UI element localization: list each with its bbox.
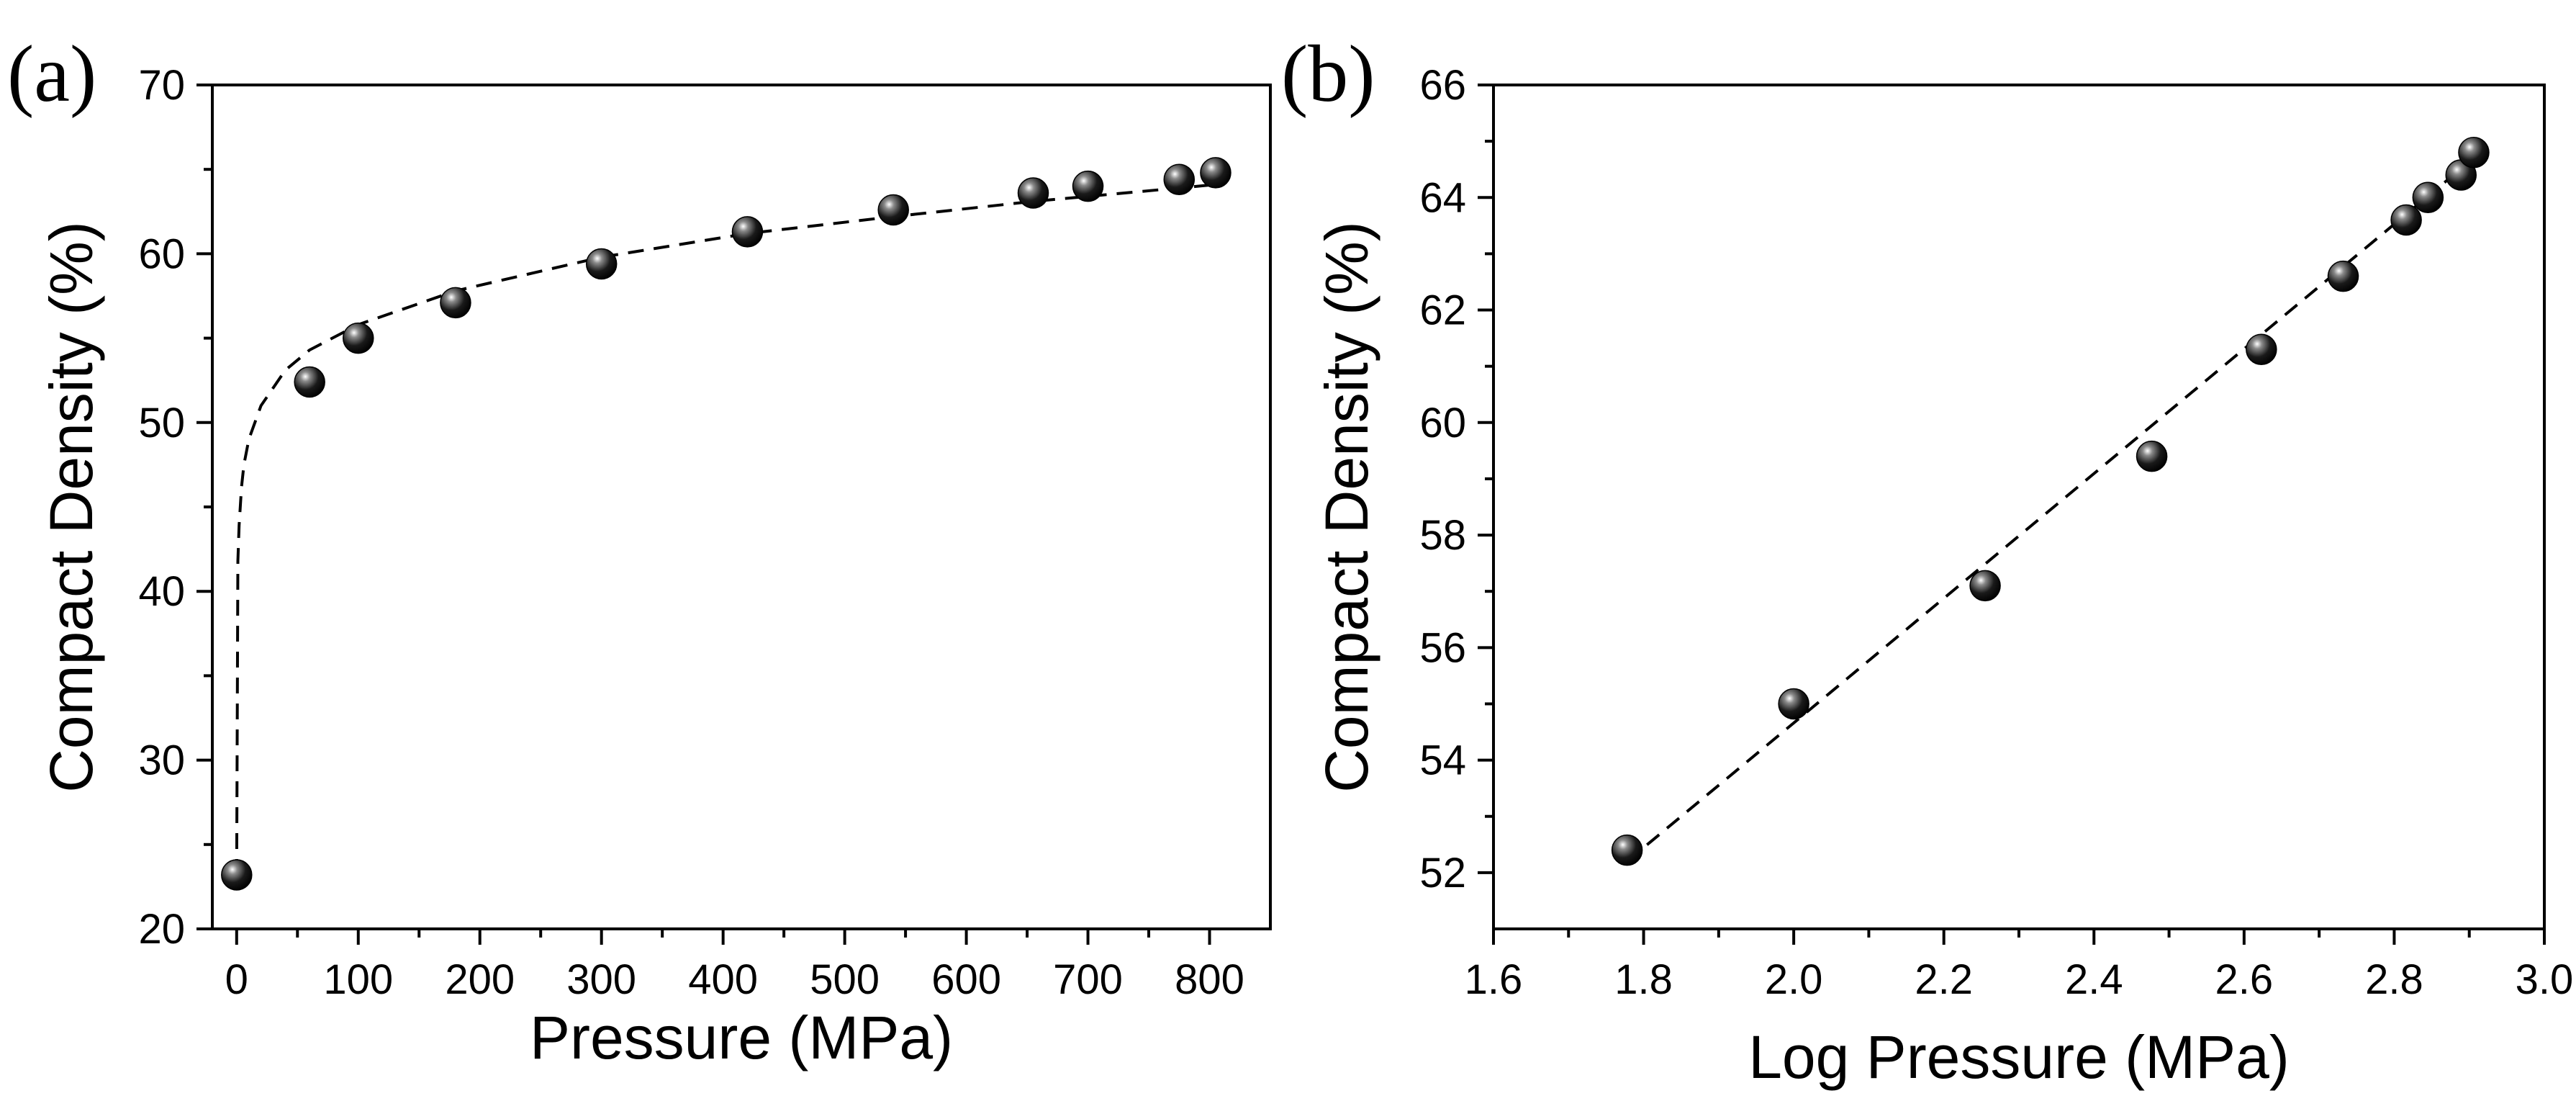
plot-frame — [211, 84, 1272, 930]
data-point — [2412, 181, 2444, 214]
data-point — [294, 366, 325, 398]
x-tick-label: 200 — [445, 956, 515, 1003]
y-tick-label: 54 — [1419, 737, 1466, 784]
data-point — [1200, 157, 1231, 189]
x-tick-label: 600 — [931, 956, 1001, 1003]
data-point — [585, 248, 618, 280]
y-tick-label: 30 — [138, 737, 185, 784]
x-tick-label: 2.4 — [2065, 956, 2123, 1003]
x-tick-label: 100 — [323, 956, 393, 1003]
x-tick-label: 700 — [1053, 956, 1123, 1003]
y-tick-label: 20 — [138, 906, 185, 953]
x-tick-label: 2.2 — [1915, 956, 1973, 1003]
x-tick-label: 300 — [566, 956, 636, 1003]
data-point — [1163, 163, 1196, 196]
y-tick-label: 58 — [1419, 512, 1466, 559]
y-tick-label: 60 — [138, 230, 185, 277]
y-tick-label: 64 — [1419, 174, 1466, 221]
data-point — [1017, 177, 1049, 209]
data-point — [221, 859, 253, 891]
y-axis-title: Compact Density (%) — [37, 221, 105, 793]
panel-label: (a) — [7, 30, 96, 119]
data-point — [343, 322, 374, 354]
x-axis-title: Pressure (MPa) — [530, 1004, 953, 1071]
chart-b: 1.6 1.8 2.0 2.2 2.4 2.6 2.8 3.0 52 54 56 58 60 62 64 66… — [1281, 30, 2573, 1091]
y-tick-label: 52 — [1419, 850, 1466, 896]
data-point — [1611, 834, 1643, 866]
fit-curve — [235, 183, 1216, 876]
data-point — [1778, 688, 1809, 720]
x-tick-label: 0 — [225, 956, 248, 1003]
y-tick-label: 62 — [1419, 287, 1466, 334]
x-tick-label: 3.0 — [2516, 956, 2574, 1003]
y-tick-label: 56 — [1419, 624, 1466, 671]
data-point — [731, 216, 764, 248]
data-point — [1969, 570, 2001, 602]
x-tick-label: 1.6 — [1465, 956, 1523, 1003]
plot-frame — [1492, 84, 2546, 930]
data-point — [2327, 260, 2359, 292]
data-point — [2458, 137, 2490, 168]
x-tick-label: 500 — [810, 956, 880, 1003]
x-tick-label: 800 — [1175, 956, 1244, 1003]
x-tick-label: 400 — [688, 956, 758, 1003]
y-tick-label: 50 — [138, 400, 185, 446]
y-tick-label: 60 — [1419, 400, 1466, 446]
x-tick-label: 2.6 — [2215, 956, 2274, 1003]
data-point — [440, 287, 471, 319]
y-tick-label: 70 — [138, 62, 185, 109]
data-point — [2246, 333, 2277, 365]
chart-a: 0 100 200 300 400 500 600 700 800 20 30 40 50 60 70 Pre… — [7, 30, 1272, 1071]
x-tick-label: 1.8 — [1614, 956, 1673, 1003]
y-tick-label: 66 — [1419, 62, 1466, 109]
y-tick-label: 40 — [138, 568, 185, 615]
data-point — [2390, 204, 2422, 236]
panel-label: (b) — [1281, 30, 1375, 119]
data-point — [877, 194, 909, 226]
y-axis-title: Compact Density (%) — [1313, 221, 1380, 793]
x-tick-label: 2.8 — [2365, 956, 2423, 1003]
data-point — [1072, 170, 1104, 202]
x-axis-title: Log Pressure (MPa) — [1748, 1023, 2290, 1091]
data-point — [2136, 440, 2168, 472]
x-tick-label: 2.0 — [1765, 956, 1823, 1003]
